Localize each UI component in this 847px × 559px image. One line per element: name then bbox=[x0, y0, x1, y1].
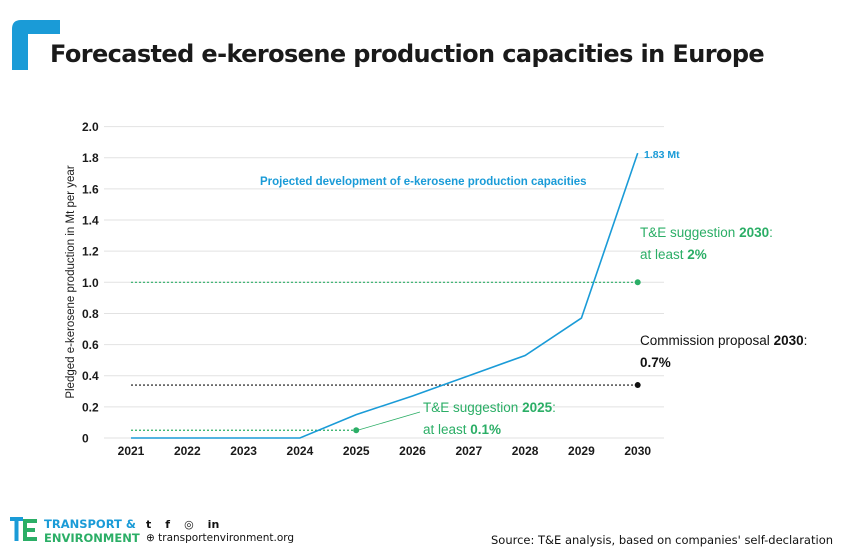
social-links: t f ◎ in bbox=[146, 518, 219, 531]
x-tick-label: 2024 bbox=[287, 444, 314, 458]
y-tick-label: 0.8 bbox=[82, 307, 99, 321]
reference-point bbox=[353, 427, 360, 434]
y-tick-label: 1.0 bbox=[82, 276, 99, 290]
x-tick-label: 2029 bbox=[568, 444, 595, 458]
source-note: Source: T&E analysis, based on companies… bbox=[491, 533, 834, 547]
x-tick-label: 2027 bbox=[455, 444, 482, 458]
te-logo-icon bbox=[10, 517, 37, 541]
grid bbox=[104, 126, 664, 439]
website-link[interactable]: ⊕ transportenvironment.org bbox=[146, 532, 295, 544]
x-tick-label: 2028 bbox=[512, 444, 539, 458]
instagram-icon[interactable]: ◎ bbox=[184, 518, 194, 531]
y-tick-label: 0 bbox=[82, 432, 89, 446]
reference-point bbox=[634, 382, 641, 389]
annotation-te-2030: T&E suggestion 2030: at least 2% bbox=[640, 225, 777, 262]
x-axis-ticks: 2021 2022 2023 2024 2025 2026 2027 2028 2029 2030 bbox=[118, 444, 652, 458]
series-label: Projected development of e-kerosene prod… bbox=[260, 176, 587, 188]
y-tick-label: 2.0 bbox=[82, 120, 99, 134]
x-tick-label: 2021 bbox=[118, 444, 145, 458]
x-tick-label: 2022 bbox=[174, 444, 201, 458]
brand-name: TRANSPORT & ENVIRONMENT bbox=[44, 517, 140, 545]
x-tick-label: 2030 bbox=[624, 444, 651, 458]
y-tick-label: 0.6 bbox=[82, 338, 99, 352]
x-tick-label: 2023 bbox=[230, 444, 257, 458]
facebook-icon[interactable]: f bbox=[165, 518, 171, 531]
y-axis-ticks: 0 0.2 0.4 0.6 0.8 1.0 1.2 1.4 1.6 1.8 2.0 bbox=[82, 120, 99, 445]
linkedin-icon[interactable]: in bbox=[207, 518, 220, 531]
reference-point bbox=[634, 279, 641, 286]
y-tick-label: 1.4 bbox=[82, 214, 99, 228]
end-value-label: 1.83 Mt bbox=[644, 149, 680, 161]
x-tick-label: 2026 bbox=[399, 444, 426, 458]
y-tick-label: 0.2 bbox=[82, 400, 99, 414]
annotation-connector bbox=[354, 411, 421, 432]
x-tick-label: 2025 bbox=[343, 444, 370, 458]
y-tick-label: 1.2 bbox=[82, 245, 99, 259]
annotation-te-2025: T&E suggestion 2025: at least 0.1% bbox=[423, 400, 560, 437]
annotation-commission-2030: Commission proposal 2030: 0.7% bbox=[640, 333, 811, 370]
corner-accent-icon bbox=[12, 20, 60, 70]
series-line bbox=[131, 152, 639, 439]
brand-line-1: TRANSPORT & bbox=[44, 517, 136, 531]
twitter-icon[interactable]: t bbox=[146, 518, 152, 531]
y-tick-label: 1.6 bbox=[82, 182, 99, 196]
reference-lines bbox=[131, 279, 641, 434]
page-title: Forecasted e-kerosene production capacit… bbox=[50, 40, 765, 68]
y-tick-label: 1.8 bbox=[82, 151, 99, 165]
brand-line-2: ENVIRONMENT bbox=[44, 531, 140, 545]
line-chart: 0 0.2 0.4 0.6 0.8 1.0 1.2 1.4 1.6 1.8 2.0 2021 2022… bbox=[65, 120, 811, 458]
y-tick-label: 0.4 bbox=[82, 369, 99, 383]
y-axis-label: Pledged e-kerosene production in Mt per … bbox=[65, 165, 77, 399]
